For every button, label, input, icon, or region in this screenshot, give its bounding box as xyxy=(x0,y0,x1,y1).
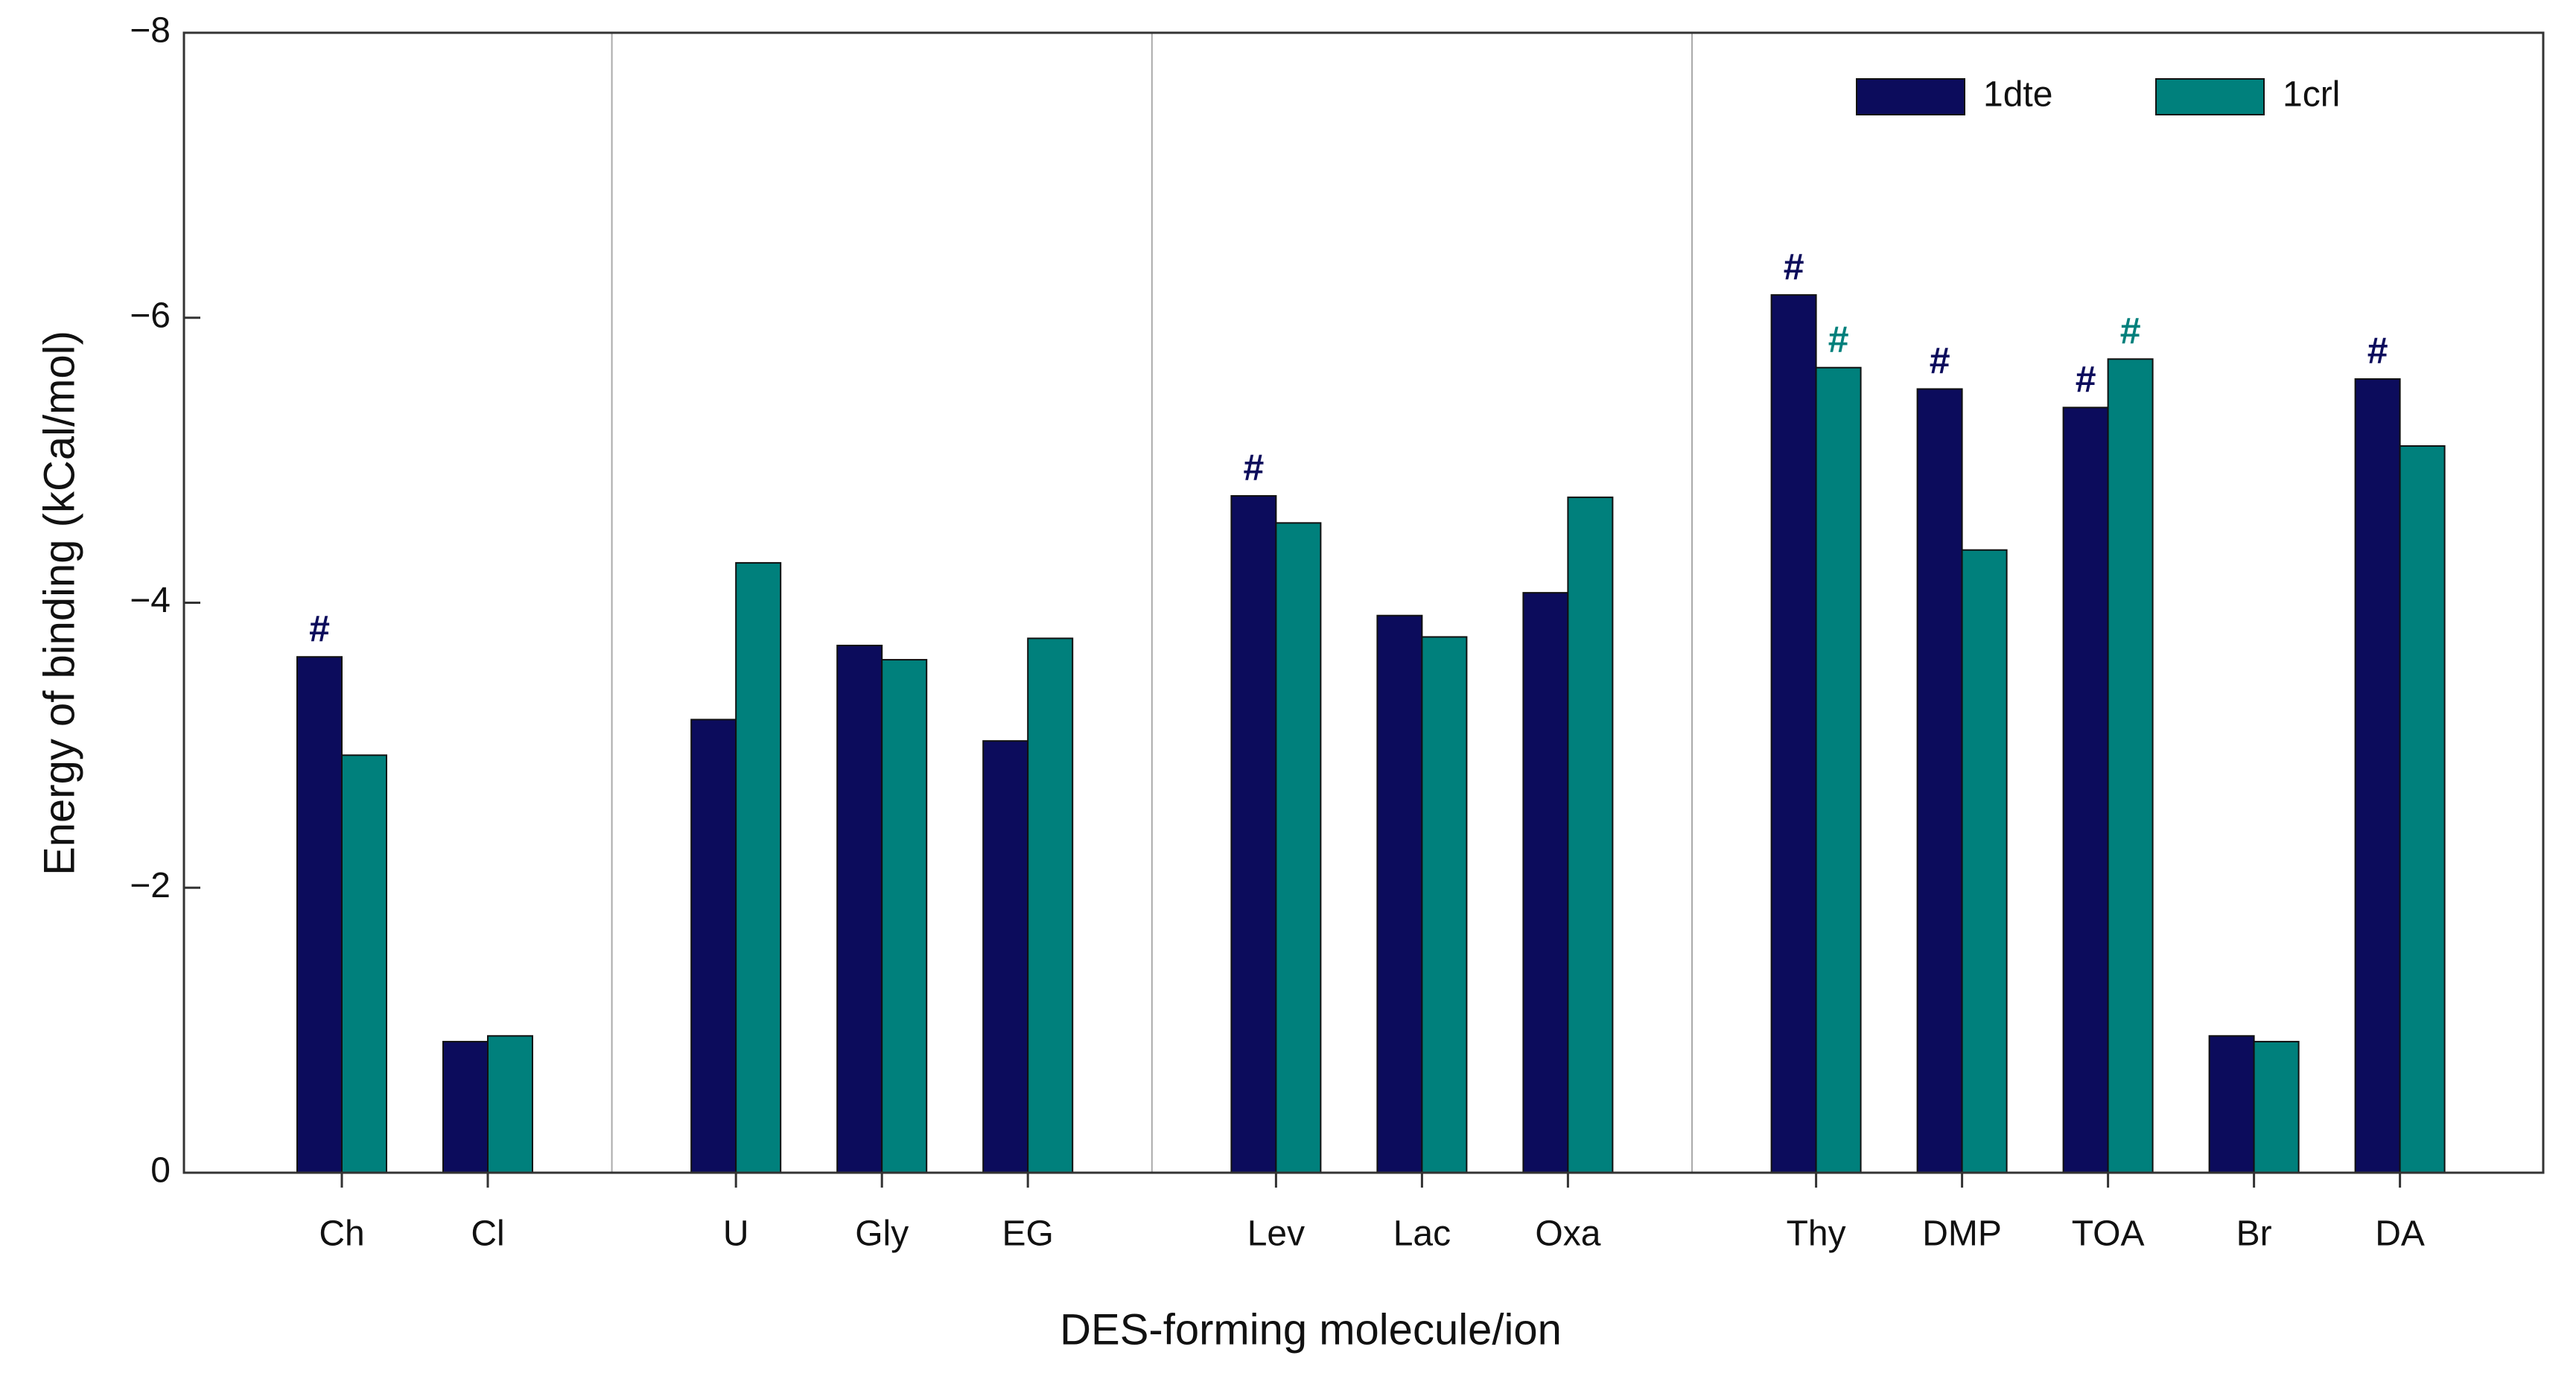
bar xyxy=(1376,614,1423,1173)
x-tick-label: Oxa xyxy=(1535,1214,1600,1254)
bar xyxy=(1567,496,1614,1173)
bar xyxy=(881,659,928,1173)
bar xyxy=(296,656,343,1173)
x-tick-label: Gly xyxy=(855,1214,909,1254)
x-tick-label: DMP xyxy=(1922,1214,2002,1254)
bar xyxy=(2208,1035,2255,1174)
bar xyxy=(1961,549,2008,1173)
annotation: # xyxy=(1243,447,1264,488)
annotation: # xyxy=(1828,319,1849,360)
x-tick-label: Thy xyxy=(1787,1214,1846,1254)
x-tick-label: Br xyxy=(2236,1214,2272,1254)
x-tick-label: U xyxy=(723,1214,749,1254)
annotation: # xyxy=(2367,330,2388,372)
bar xyxy=(982,740,1029,1173)
x-tick-label: Ch xyxy=(319,1214,364,1254)
y-tick-label: −8 xyxy=(130,11,171,51)
y-axis-label: Energy of binding (kCal/mol) xyxy=(35,331,83,876)
bar xyxy=(2399,445,2446,1173)
bar xyxy=(690,719,737,1173)
annotation: # xyxy=(2120,310,2141,351)
bar xyxy=(487,1035,533,1174)
x-tick-label: TOA xyxy=(2072,1214,2145,1254)
annotation: # xyxy=(309,608,330,649)
x-tick-label: EG xyxy=(1002,1214,1054,1254)
y-tick-label: −2 xyxy=(130,866,171,905)
annotation: # xyxy=(2076,359,2096,401)
annotation: # xyxy=(1784,246,1804,287)
bar xyxy=(1916,388,1963,1173)
legend-label: 1crl xyxy=(2283,75,2340,115)
y-tick-label: −6 xyxy=(130,296,171,335)
legend-label: 1dte xyxy=(1983,75,2052,115)
bar xyxy=(1275,522,1322,1173)
bar xyxy=(2253,1040,2300,1174)
bar xyxy=(341,754,387,1173)
bar xyxy=(1815,366,1862,1174)
plot-frame xyxy=(182,31,2545,1174)
bar xyxy=(735,561,782,1173)
bar xyxy=(1770,294,1817,1173)
bar xyxy=(1027,637,1074,1173)
bar xyxy=(2062,407,2109,1173)
x-tick-label: Lac xyxy=(1393,1214,1451,1254)
annotation: # xyxy=(1930,340,1950,382)
y-tick-label: 0 xyxy=(150,1151,171,1191)
x-tick-label: DA xyxy=(2375,1214,2425,1254)
bar xyxy=(836,644,883,1173)
legend-swatch xyxy=(1856,78,1965,115)
bar xyxy=(2107,358,2154,1173)
bar xyxy=(1230,494,1277,1173)
x-tick-label: Cl xyxy=(471,1214,504,1254)
bar xyxy=(2354,378,2401,1173)
bar xyxy=(1522,592,1569,1173)
x-tick-label: Lev xyxy=(1247,1214,1305,1254)
bar xyxy=(1421,636,1468,1173)
y-tick-label: −4 xyxy=(130,581,171,620)
legend-swatch xyxy=(2155,78,2265,115)
bar xyxy=(442,1040,489,1174)
x-axis-label: DES-forming molecule/ion xyxy=(1060,1305,1562,1354)
